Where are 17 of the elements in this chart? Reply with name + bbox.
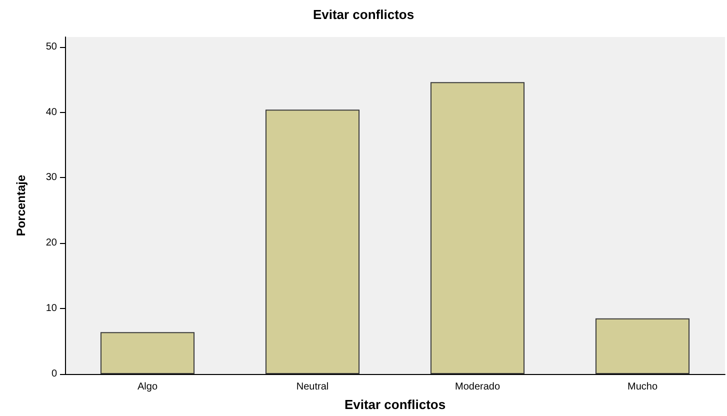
y-tick-label: 30	[46, 172, 58, 184]
bar	[595, 318, 690, 374]
bar	[100, 332, 195, 374]
x-axis-title: Evitar conflictos	[344, 397, 446, 412]
bar	[430, 82, 525, 374]
y-tick-label: 0	[51, 368, 58, 380]
x-tick-label: Moderado	[454, 382, 500, 392]
y-tick-label: 40	[46, 106, 58, 118]
x-tick-label: Mucho	[627, 382, 658, 392]
y-axis-title: Porcentaje	[14, 174, 28, 236]
chart-title: Evitar conflictos	[312, 7, 414, 22]
x-tick-label: Neutral	[296, 382, 329, 392]
x-tick-label: Algo	[137, 382, 158, 392]
y-tick-label: 20	[46, 238, 58, 249]
bar	[265, 110, 360, 374]
y-tick-label: 10	[46, 303, 58, 314]
y-tick-label: 50	[46, 41, 58, 52]
